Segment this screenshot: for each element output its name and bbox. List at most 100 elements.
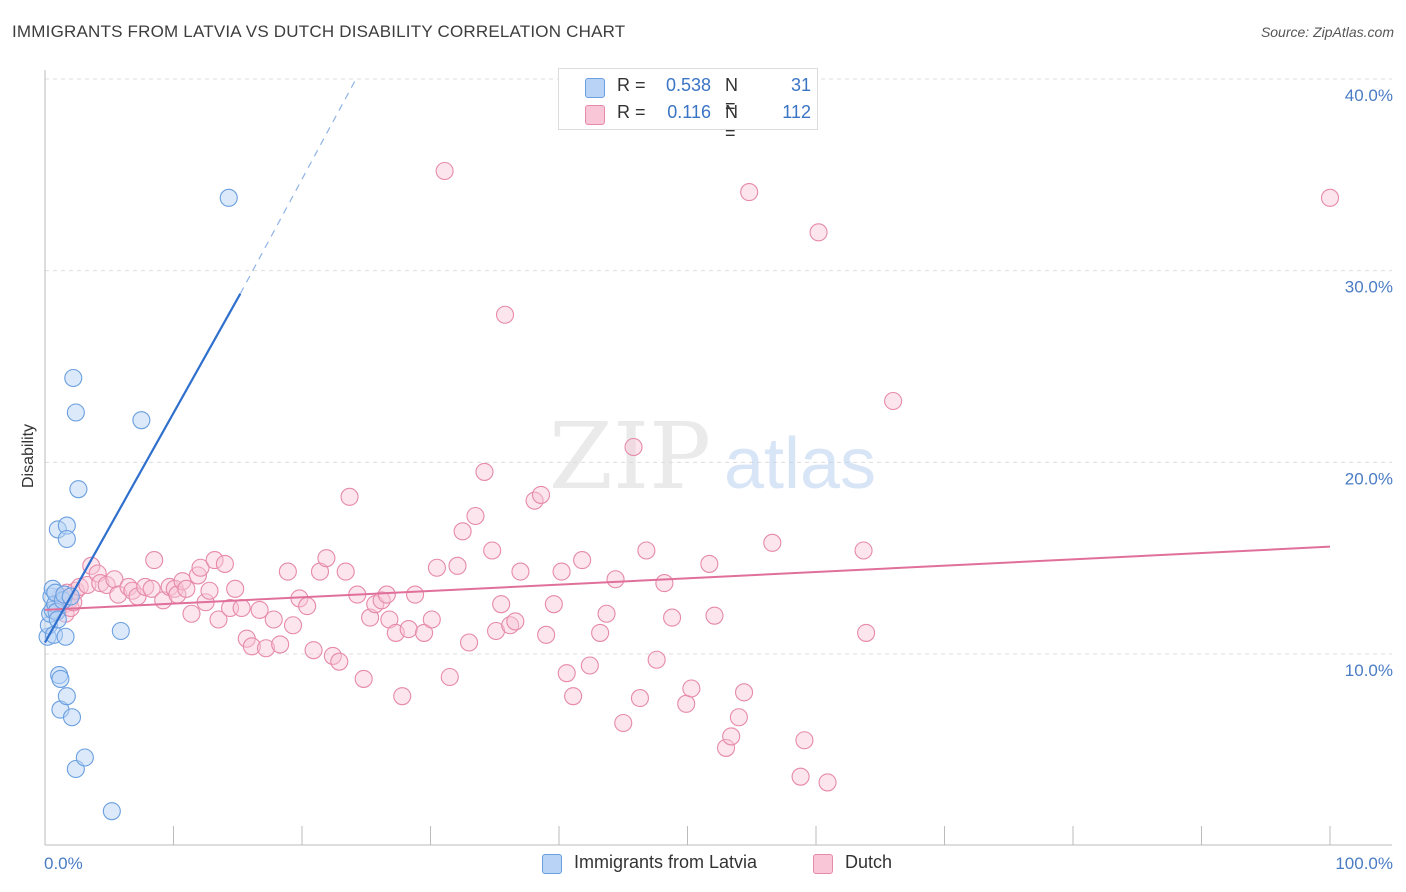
data-point-dutch [1320,188,1340,207]
n-value: 31 [790,75,811,95]
data-point-dutch [336,562,355,581]
data-point-dutch [606,570,625,589]
data-point-dutch [682,679,701,698]
data-point-dutch [663,608,682,627]
y-axis-label: Disability [20,424,37,488]
data-point-dutch [614,713,633,733]
chart-title: IMMIGRANTS FROM LATVIA VS DUTCH DISABILI… [12,22,626,41]
data-point-dutch [734,683,754,702]
trendline-latvia [44,293,242,644]
data-point-dutch [492,595,511,614]
data-point-dutch [564,687,583,706]
source-credit: Source: ZipAtlas.com [1260,24,1394,40]
data-point-dutch [427,558,446,577]
dutch-legend-swatch [813,854,833,874]
data-point-dutch [763,533,782,552]
data-point-dutch [91,574,110,593]
data-point-latvia [219,188,238,207]
data-point-dutch [191,558,210,577]
data-point-dutch [200,581,219,600]
watermark-zip: ZIP [549,403,711,510]
y-tick-label: 20.0% [1345,469,1393,488]
legend-label: Dutch [845,852,893,872]
data-point-dutch [854,541,873,560]
data-point-dutch [209,610,228,629]
data-point-dutch [448,556,467,575]
data-point-dutch [655,574,674,593]
data-point-dutch [677,694,696,713]
n-label: N = [725,102,738,143]
data-point-latvia [111,621,130,641]
data-point-dutch [511,562,530,581]
data-point-dutch [406,585,425,604]
x-tick-label: 100.0% [1335,854,1393,873]
data-point-dutch [624,437,643,457]
n-value: 112 [782,102,811,122]
data-point-dutch [264,610,283,629]
data-point-dutch [82,556,101,575]
data-point-dutch [317,549,336,568]
data-point-dutch [597,604,616,623]
y-tick-label: 10.0% [1345,661,1393,680]
data-point-dutch [393,687,412,706]
trendline-dutch [44,545,1331,611]
data-point-dutch [552,562,571,581]
data-point-dutch [791,767,810,786]
data-point-dutch [440,667,459,687]
data-point-dutch [573,551,592,570]
data-point-dutch [271,635,290,654]
data-point-dutch [142,579,161,598]
data-point-dutch [182,604,201,623]
data-point-dutch [557,664,576,683]
data-point-dutch [630,689,650,708]
data-point-dutch [705,606,724,625]
data-point-dutch [205,551,224,570]
data-point-dutch [435,161,454,181]
data-point-dutch [105,570,124,589]
r-label: R = [617,102,646,122]
data-point-dutch [399,620,418,639]
data-point-dutch [278,562,297,581]
data-point-dutch [647,650,666,669]
data-point-dutch [377,585,396,604]
data-point-dutch [818,773,837,792]
data-point-latvia [56,627,75,646]
data-point-dutch [109,585,128,604]
data-point-dutch [330,652,349,671]
data-point-dutch [226,579,245,598]
data-point-dutch [136,577,155,596]
latvia-legend-swatch [542,854,562,874]
data-point-dutch [809,223,828,242]
watermark: ZIP atlas [549,403,876,510]
x-tick-label: 0.0% [44,854,83,873]
data-point-latvia [102,802,121,821]
data-point-dutch [283,616,303,635]
r-value: 0.538 [665,75,711,95]
data-point-dutch [716,738,736,757]
axes [44,70,1392,846]
data-point-latvia [51,669,70,688]
series-latvia [38,188,238,821]
data-point-dutch [884,391,903,411]
n-label: N = [725,75,738,116]
data-point-dutch [340,487,359,506]
trendline-latvia-extension [239,78,357,294]
data-point-dutch [466,506,485,526]
data-point-dutch [740,183,759,202]
data-point-dutch [361,608,380,627]
data-point-dutch [298,597,317,616]
data-point-latvia [64,368,83,388]
dutch-swatch [585,105,605,125]
data-point-dutch [242,637,261,656]
data-point-dutch [145,551,164,570]
data-point-latvia [57,529,76,549]
data-point-dutch [372,591,391,610]
watermark-atlas: atlas [724,424,876,504]
data-point-dutch [256,639,276,658]
series-legend: Immigrants from Latvia Dutch [0,852,1406,876]
data-point-dutch [304,641,323,660]
trendlines [44,78,1331,644]
data-point-dutch [531,485,551,504]
stats-legend: R = 0.538 N = 31 R = 0.116 N = 112 [558,68,818,143]
